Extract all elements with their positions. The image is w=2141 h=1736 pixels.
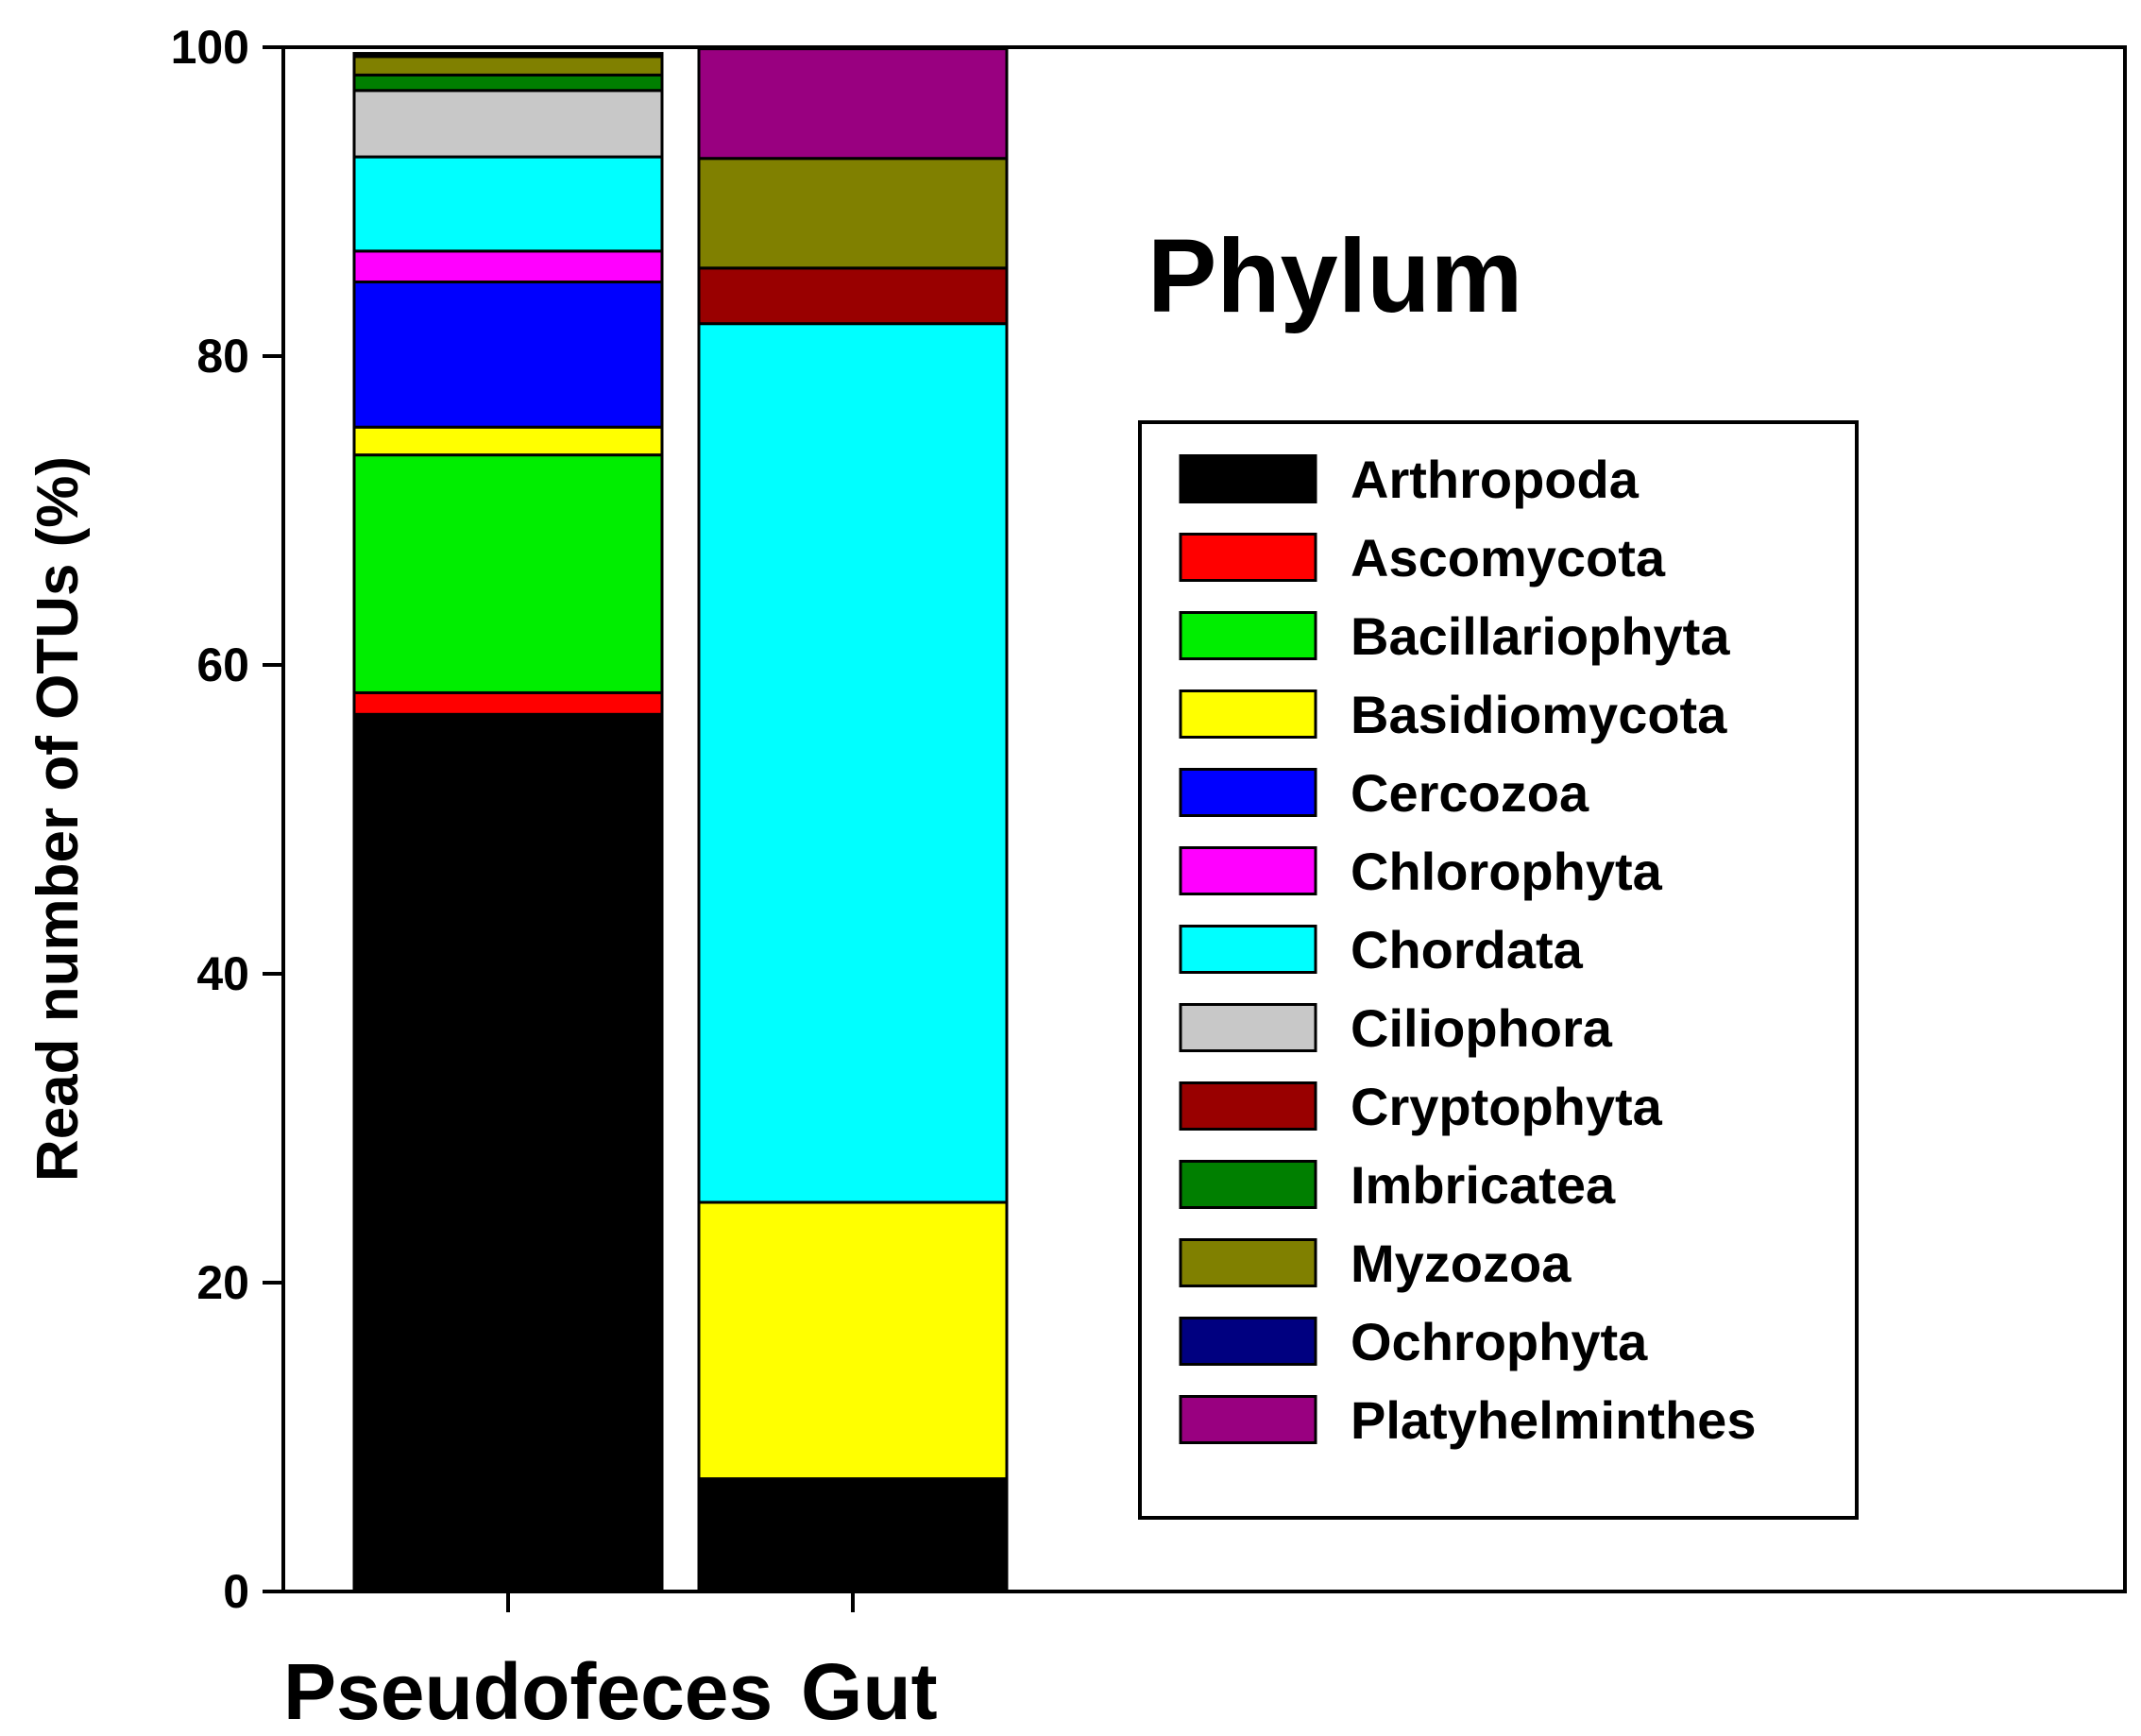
bar-segment-pseudofeces-myzozoa xyxy=(352,55,664,77)
bar-segment-gut-cryptophyta xyxy=(697,266,1009,326)
legend-label-platyhelminthes: Platyhelminthes xyxy=(1351,1390,1756,1450)
legend-swatch-ochrophyta xyxy=(1179,1317,1317,1366)
legend-swatch-cryptophyta xyxy=(1179,1081,1317,1131)
y-tick-label: 0 xyxy=(223,1565,249,1618)
legend-label-ascomycota: Ascomycota xyxy=(1351,528,1666,587)
bar-segment-gut-platyhelminthes xyxy=(697,47,1009,161)
legend-swatch-chlorophyta xyxy=(1179,846,1317,895)
bar-segment-pseudofeces-arthropoda xyxy=(352,712,664,1593)
y-tick-label: 80 xyxy=(196,330,249,383)
x-axis-ticks: Pseudofeces Gut xyxy=(283,1591,938,1736)
y-tick-label: 40 xyxy=(196,947,249,1000)
bar-segment-pseudofeces-ascomycota xyxy=(352,690,664,716)
bar-segment-gut-chordata xyxy=(697,322,1009,1204)
legend-label-arthropoda: Arthropoda xyxy=(1351,450,1640,509)
chart-title: Phylum xyxy=(1147,218,1522,334)
legend-swatch-myzozoa xyxy=(1179,1238,1317,1287)
bar-segment-pseudofeces-imbricatea xyxy=(352,73,664,93)
y-tick-label: 20 xyxy=(196,1256,249,1309)
legend-label-chordata: Chordata xyxy=(1351,920,1584,979)
bar-segment-pseudofeces-basidiomycota xyxy=(352,425,664,457)
bar-segment-gut-myzozoa xyxy=(697,157,1009,270)
legend-items: Arthropoda Ascomycota Bacillariophyta Basid… xyxy=(1179,450,1756,1450)
legend-swatch-chordata xyxy=(1179,925,1317,974)
legend-label-cryptophyta: Cryptophyta xyxy=(1351,1077,1663,1136)
y-tick-label: 60 xyxy=(196,638,249,691)
legend-swatch-ciliophora xyxy=(1179,1003,1317,1052)
legend-label-imbricatea: Imbricatea xyxy=(1351,1155,1616,1215)
y-axis-ticks: 0 20 40 60 80 100 xyxy=(171,21,283,1618)
legend-swatch-basidiomycota xyxy=(1179,689,1317,739)
bar-segment-pseudofeces-chordata xyxy=(352,155,664,253)
legend-label-chlorophyta: Chlorophyta xyxy=(1351,842,1663,901)
legend-swatch-cercozoa xyxy=(1179,768,1317,817)
legend-swatch-ascomycota xyxy=(1179,533,1317,582)
legend-swatch-platyhelminthes xyxy=(1179,1395,1317,1444)
bar-segment-pseudofeces-ciliophora xyxy=(352,89,664,159)
legend-label-myzozoa: Myzozoa xyxy=(1351,1234,1572,1293)
y-tick-label: 100 xyxy=(171,21,249,74)
legend-label-cercozoa: Cercozoa xyxy=(1351,763,1589,823)
y-axis-title: Read number of OTUs (%) xyxy=(25,456,91,1182)
legend-swatch-bacillariophyta xyxy=(1179,611,1317,660)
x-category-label-gut: Gut xyxy=(801,1647,938,1736)
bar-segment-pseudofeces-platyhelminthes xyxy=(352,52,664,57)
bar-segments xyxy=(352,47,1009,1593)
bar-segment-pseudofeces-cercozoa xyxy=(352,281,664,429)
legend-label-ciliophora: Ciliophora xyxy=(1351,998,1613,1058)
legend-label-ochrophyta: Ochrophyta xyxy=(1351,1312,1648,1371)
legend: Arthropoda Ascomycota Bacillariophyta Basid… xyxy=(1138,420,1859,1520)
legend-label-bacillariophyta: Bacillariophyta xyxy=(1351,606,1730,666)
bar-segment-gut-arthropoda xyxy=(697,1477,1009,1593)
legend-swatch-arthropoda xyxy=(1179,454,1317,503)
bar-segment-pseudofeces-bacillariophyta xyxy=(352,453,664,694)
legend-label-basidiomycota: Basidiomycota xyxy=(1351,685,1727,744)
bar-segment-pseudofeces-chlorophyta xyxy=(352,249,664,284)
x-category-label-pseudofeces: Pseudofeces xyxy=(283,1647,773,1736)
bar-segment-gut-basidiomycota xyxy=(697,1200,1009,1481)
legend-swatch-imbricatea xyxy=(1179,1160,1317,1209)
